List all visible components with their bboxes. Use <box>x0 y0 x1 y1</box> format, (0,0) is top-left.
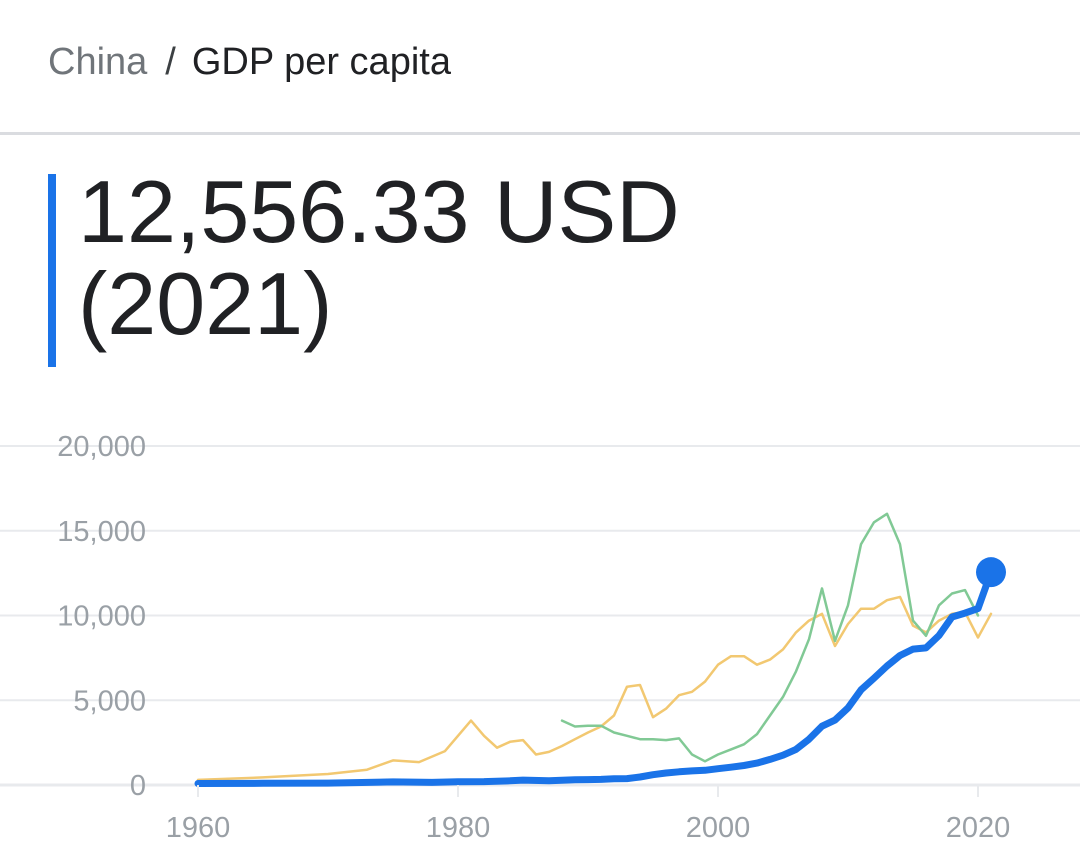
series-line-2 <box>560 512 980 763</box>
x-axis-ticks: 1960 1980 2000 2020 <box>166 785 1011 844</box>
latest-value-point <box>976 557 1006 588</box>
y-tick-label-10000: 10,000 <box>57 601 146 633</box>
breadcrumb-country-link[interactable]: China <box>48 41 148 83</box>
x-tick-label-2000: 2000 <box>686 812 751 844</box>
series-line-3 <box>194 568 995 787</box>
headline-amount: 12,556.33 USD <box>78 162 680 261</box>
y-tick-label-0: 0 <box>130 770 146 802</box>
y-axis-ticks: 0 5,000 10,000 15,000 20,000 <box>57 431 146 802</box>
headline-value: 12,556.33 USD (2021) <box>78 166 680 350</box>
y-tick-label-5000: 5,000 <box>73 685 146 717</box>
headline-value-block: 12,556.33 USD (2021) <box>48 166 1008 367</box>
chart-series <box>194 512 995 787</box>
header-divider <box>0 132 1080 135</box>
gdp-line-chart[interactable]: 0 5,000 10,000 15,000 20,000 1960 1980 2000 202… <box>0 420 1080 868</box>
series-line-1 <box>196 595 993 782</box>
chart-gridlines <box>0 445 1080 787</box>
x-tick-label-1980: 1980 <box>426 812 491 844</box>
y-tick-label-15000: 15,000 <box>57 516 146 548</box>
breadcrumb-current-page: GDP per capita <box>191 41 451 83</box>
x-tick-label-1960: 1960 <box>166 812 231 844</box>
accent-bar <box>48 174 56 367</box>
chart-highlight <box>976 557 1006 588</box>
headline-year: (2021) <box>78 254 333 353</box>
x-tick-label-2020: 2020 <box>946 812 1011 844</box>
breadcrumb-separator: / <box>165 41 176 83</box>
y-tick-label-20000: 20,000 <box>57 431 146 463</box>
breadcrumb: China / GDP per capita <box>48 38 451 86</box>
